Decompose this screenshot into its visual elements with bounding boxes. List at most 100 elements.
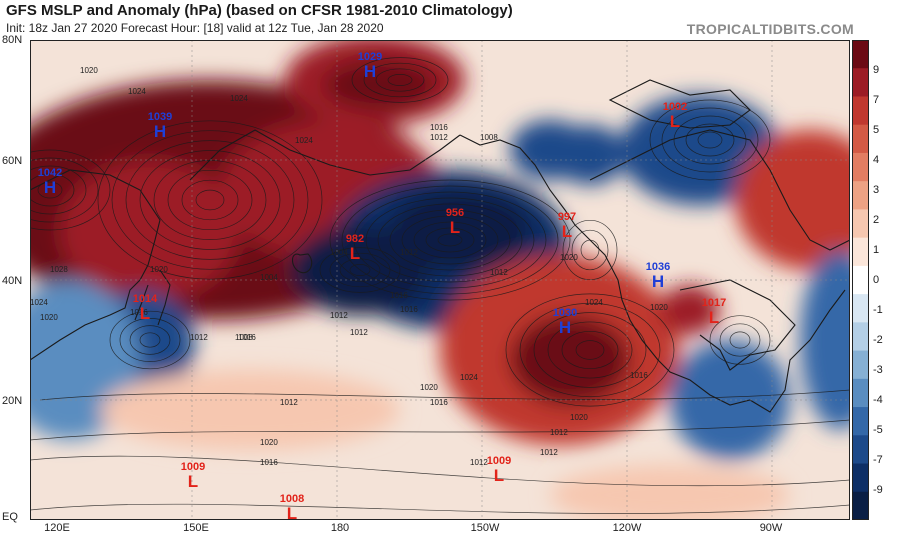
pressure-letter: L <box>140 304 150 323</box>
pressure-letter: H <box>364 62 376 81</box>
isobar-label: 1012 <box>490 268 508 277</box>
isobar-contour <box>125 140 295 260</box>
colorbar-swatch <box>852 265 869 295</box>
isobar-label: 1004 <box>260 273 278 282</box>
colorbar-label: -3 <box>873 364 883 376</box>
isobar-label: 1020 <box>560 253 578 262</box>
isobar-contour <box>39 389 850 401</box>
isobar-contour <box>351 57 449 103</box>
latitude-label: 20N <box>2 395 23 407</box>
siberian-high-anomaly <box>60 160 240 300</box>
pressure-value: 1009 <box>487 455 511 467</box>
isobar-contour <box>30 419 850 441</box>
pressure-centers: 1029H1039H1042H1002L956L982L997L1036H103… <box>38 51 726 520</box>
colorbar-label: -2 <box>873 334 883 346</box>
pressure-letter: L <box>562 222 572 241</box>
isobar-label: 1028 <box>50 265 68 274</box>
isobar-label: 1016 <box>400 305 418 314</box>
isobar-contour <box>329 179 571 301</box>
siberian-high-anomaly <box>100 370 400 450</box>
isobar-contour <box>377 203 523 277</box>
isobar-label: 1020 <box>80 66 98 75</box>
isobar-contour <box>111 130 309 270</box>
greenland-high-anomaly <box>735 130 850 270</box>
pressure-value: 1039 <box>148 111 172 123</box>
pressure-letter: H <box>559 318 571 337</box>
colorbar-swatch <box>852 96 869 126</box>
isobar-label: 1020 <box>570 413 588 422</box>
colorbar-border <box>852 40 869 520</box>
isobar-label: 1024 <box>230 94 248 103</box>
pressure-letter: L <box>188 472 198 491</box>
colorbar-swatch <box>852 350 869 380</box>
colorbar-swatch <box>852 378 869 408</box>
colorbar-swatch <box>852 491 869 520</box>
siberian-high-anomaly <box>550 465 790 520</box>
longitude-label: 120E <box>44 522 70 534</box>
colorbar-label: -1 <box>873 304 883 316</box>
pressure-value: 1002 <box>663 101 687 113</box>
pressure-value: 1030 <box>553 307 577 319</box>
isobar-contour <box>30 165 87 215</box>
isobar-contour <box>349 264 371 276</box>
pressure-letter: H <box>44 178 56 197</box>
pressure-value: 1042 <box>38 167 62 179</box>
isobar-label: 1012 <box>350 328 368 337</box>
isobar-contour <box>387 74 413 86</box>
pressure-value: 1009 <box>181 461 205 473</box>
isobar-label: 1020 <box>40 313 58 322</box>
isobar-contour <box>97 120 323 280</box>
pressure-value: 1036 <box>646 261 670 273</box>
colorbar-label: 3 <box>873 184 880 196</box>
site-watermark[interactable]: TROPICALTIDBITS.COM <box>686 21 854 37</box>
isobar-label: 1024 <box>585 298 603 307</box>
isobar-contour <box>30 157 99 223</box>
isobar-contour <box>547 321 633 379</box>
isobar-contour <box>425 227 475 253</box>
isobar-contour <box>649 99 771 181</box>
siberian-high-anomaly <box>660 285 720 335</box>
pressure-letter: L <box>350 244 360 263</box>
isobar-contour <box>181 179 239 221</box>
aleutian-low-anomaly <box>555 125 625 185</box>
lat-lon-grid <box>30 40 850 520</box>
isobar-label: 1012 <box>280 398 298 407</box>
isobar-contour <box>153 160 267 240</box>
isobar-label: 1008 <box>480 133 498 142</box>
east-coast-low-anomaly <box>800 250 850 430</box>
longitude-label: 180 <box>330 522 350 534</box>
pressure-value: 1014 <box>133 293 158 305</box>
pressure-letter: L <box>450 218 460 237</box>
pressure-value: 1008 <box>280 493 304 505</box>
bering-high-anomaly <box>325 60 435 110</box>
isobar-label: 1016 <box>390 291 408 300</box>
isobar-label: 1020 <box>420 383 438 392</box>
isobar-label: 1024 <box>128 87 146 96</box>
latitude-label: 60N <box>2 155 23 167</box>
isobar-label: 1024 <box>30 298 48 307</box>
isobar-contour <box>575 340 605 360</box>
isobar-contour <box>519 302 661 398</box>
isobar-contour <box>30 503 850 514</box>
colorbar-swatch <box>852 209 869 239</box>
colorbar-label: 4 <box>873 154 880 166</box>
isobar-contour <box>319 247 401 293</box>
isobar-contour <box>697 131 723 149</box>
isobar-contour <box>139 150 281 250</box>
colorbar-swatch <box>852 152 869 182</box>
pressure-letter: L <box>709 308 719 327</box>
isobar-contour <box>401 215 499 265</box>
isobar-contour <box>413 221 487 259</box>
colorbar-swatch <box>852 322 869 352</box>
anomaly-field <box>30 40 850 520</box>
isobar-contour <box>673 115 747 165</box>
colorbar-swatch <box>852 181 869 210</box>
isobar-contour <box>129 325 171 355</box>
